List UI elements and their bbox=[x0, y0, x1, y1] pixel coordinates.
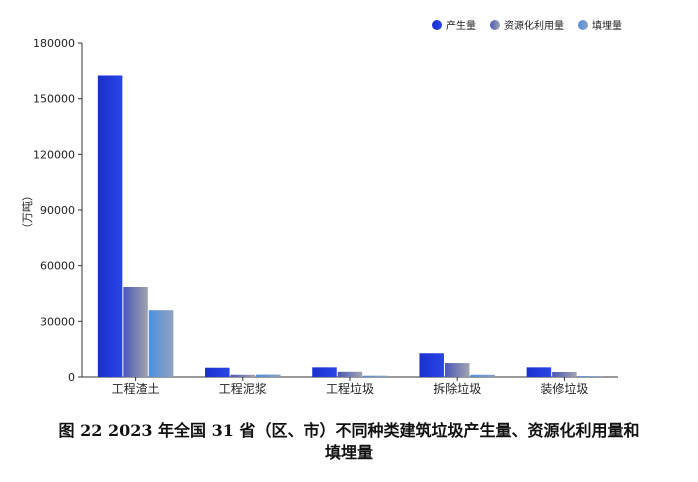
caption-line-2: 填埋量 bbox=[324, 443, 373, 462]
bar-3-1 bbox=[148, 310, 174, 377]
caption-line-1: 图 22 2023 年全国 31 省（区、市）不同种类建筑垃圾产生量、资源化利用… bbox=[58, 421, 640, 440]
y-tick-label: 90000 bbox=[40, 204, 75, 217]
bar-2-5 bbox=[552, 371, 577, 377]
y-tick-label: 0 bbox=[68, 371, 75, 384]
x-tick-label: 拆除垃圾 bbox=[433, 381, 481, 396]
bar-3-2 bbox=[256, 374, 281, 377]
legend-marker-2 bbox=[490, 20, 500, 30]
bar-1-1 bbox=[97, 75, 123, 377]
y-tick-label: 120000 bbox=[33, 148, 75, 161]
bar-3-4 bbox=[470, 374, 495, 377]
bar-1-4 bbox=[419, 353, 444, 377]
bar-chart: 0 30000 60000 90000 120000 150000 180000 工程渣土 工程… bbox=[21, 19, 622, 396]
y-tick-label: 150000 bbox=[33, 93, 75, 106]
bar-2-3 bbox=[337, 371, 363, 377]
bar-2-2 bbox=[230, 374, 256, 377]
bars bbox=[97, 75, 603, 377]
bar-1-2 bbox=[205, 367, 230, 377]
y-axis-label: （万吨） bbox=[21, 190, 34, 234]
legend-marker-3 bbox=[578, 20, 588, 30]
x-tick-label: 工程渣土 bbox=[112, 381, 160, 396]
x-tick-label: 装修垃圾 bbox=[540, 381, 588, 396]
legend-label-2: 资源化利用量 bbox=[504, 19, 564, 32]
bar-1-5 bbox=[526, 367, 552, 377]
bar-1-3 bbox=[312, 367, 337, 377]
legend: 产生量 资源化利用量 填埋量 bbox=[432, 19, 622, 32]
legend-label-3: 填埋量 bbox=[592, 19, 622, 32]
axes: 0 30000 60000 90000 120000 150000 180000 工程渣土 工程… bbox=[33, 37, 618, 396]
bar-3-3 bbox=[363, 375, 388, 377]
y-tick-label: 60000 bbox=[40, 260, 75, 273]
x-tick-label: 工程垃圾 bbox=[326, 381, 374, 396]
bar-3-5 bbox=[577, 376, 603, 377]
bar-2-4 bbox=[444, 363, 470, 377]
y-tick-label: 30000 bbox=[40, 315, 75, 328]
y-tick-label: 180000 bbox=[33, 37, 75, 50]
legend-marker-1 bbox=[432, 20, 442, 30]
x-tick-label: 工程泥浆 bbox=[219, 381, 267, 396]
bar-2-1 bbox=[123, 287, 148, 377]
legend-label-1: 产生量 bbox=[446, 19, 476, 32]
figure-caption: 图 22 2023 年全国 31 省（区、市）不同种类建筑垃圾产生量、资源化利用… bbox=[0, 420, 698, 464]
